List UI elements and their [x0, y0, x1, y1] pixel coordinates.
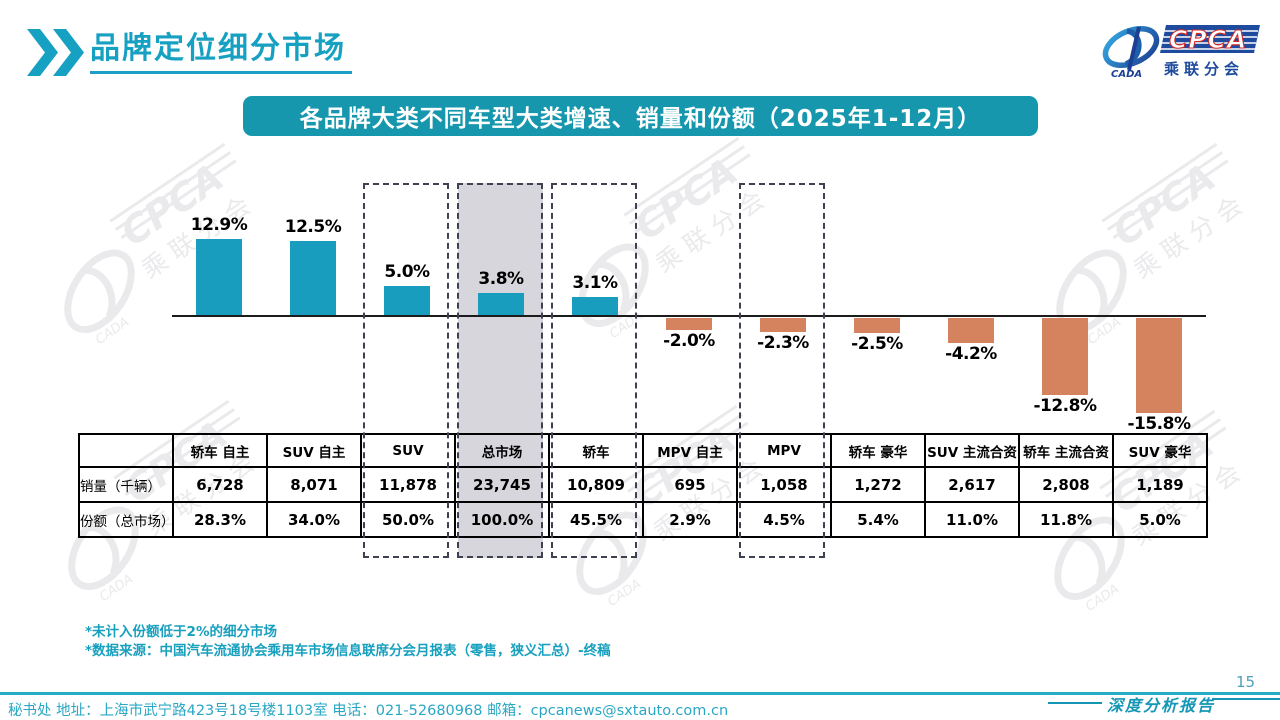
- page-number: 15: [1236, 673, 1256, 691]
- share-cell-轿车 豪华: 5.4%: [830, 501, 926, 538]
- share-cell-轿车 主流合资: 11.8%: [1018, 501, 1114, 538]
- bar-轿车: [572, 297, 618, 316]
- x-axis-line: [172, 315, 1206, 317]
- share-cell-MPV: 4.5%: [736, 501, 832, 538]
- svg-text:CPCA: CPCA: [1105, 155, 1223, 255]
- report-label-line-right: [1212, 698, 1280, 700]
- report-type-label: 深度分析报告: [1107, 696, 1216, 715]
- bar-MPV 自主: [666, 318, 712, 330]
- bar-SUV: [384, 286, 430, 316]
- sales-cell-MPV 自主: 695: [642, 466, 738, 503]
- column-header-轿车 主流合资: 轿车 主流合资: [1018, 433, 1114, 468]
- svg-text:CADA: CADA: [1085, 315, 1124, 348]
- footnote-1: *未计入份额低于2%的细分市场: [85, 624, 277, 640]
- table-corner-cell: [78, 433, 174, 468]
- chart-title-banner: 各品牌大类不同车型大类增速、销量和份额（2025年1-12月）: [243, 96, 1038, 136]
- bar-SUV 自主: [290, 241, 336, 316]
- sales-cell-轿车: 10,809: [548, 466, 644, 503]
- bar-总市场: [478, 293, 524, 316]
- table-share-row: 份额（总市场） 28.3% 34.0% 50.0% 100.0% 45.5% 2.9% 4.5…: [78, 501, 1208, 538]
- bar-value-label: 12.5%: [284, 217, 342, 237]
- sales-cell-SUV: 11,878: [360, 466, 456, 503]
- share-cell-轿车: 45.5%: [548, 501, 644, 538]
- svg-text:乘联分会: 乘联分会: [650, 180, 776, 278]
- footer-contact: 秘书处 地址：上海市武宁路423号18号楼1103室 电话：021-526809…: [8, 703, 729, 719]
- bar-轿车 主流合资: [1042, 318, 1088, 395]
- column-header-SUV 豪华: SUV 豪华: [1112, 433, 1208, 468]
- column-header-MPV 自主: MPV 自主: [642, 433, 738, 468]
- sales-cell-轿车 自主: 6,728: [172, 466, 268, 503]
- sales-cell-轿车 主流合资: 2,808: [1018, 466, 1114, 503]
- svg-text:CPCA: CPCA: [627, 149, 745, 249]
- share-cell-SUV: 50.0%: [360, 501, 456, 538]
- share-cell-SUV 豪华: 5.0%: [1112, 501, 1208, 538]
- column-header-MPV: MPV: [736, 433, 832, 468]
- share-cell-SUV 主流合资: 11.0%: [924, 501, 1020, 538]
- report-label-line-left: [1048, 702, 1102, 704]
- bar-轿车 自主: [196, 239, 242, 316]
- svg-text:CADA: CADA: [93, 315, 132, 348]
- cpca-wordmark: CPCA 乘联分会: [1159, 24, 1260, 78]
- bar-value-label: 3.8%: [478, 269, 524, 289]
- column-header-轿车 豪华: 轿车 豪华: [830, 433, 926, 468]
- data-table: 轿车 自主 SUV 自主 SUV 总市场 轿车 MPV 自主 MPV 轿车 豪华 SUV 主流合…: [78, 433, 1208, 538]
- sales-cell-SUV 自主: 8,071: [266, 466, 362, 503]
- bar-value-label: -2.0%: [663, 331, 715, 351]
- footnote-2: *数据来源：中国汽车流通协会乘用车市场信息联席分会月报表（零售，狭义汇总）-终稿: [85, 643, 611, 659]
- cada-label: CADA: [1111, 69, 1142, 80]
- column-header-SUV 主流合资: SUV 主流合资: [924, 433, 1020, 468]
- table-sales-row: 销量（千辆） 6,728 8,071 11,878 23,745 10,809 695 1,0…: [78, 466, 1208, 503]
- column-header-总市场: 总市场: [454, 433, 550, 468]
- cpca-logo: CADA CPCA 乘联分会: [1098, 18, 1262, 82]
- row-header-share: 份额（总市场）: [78, 501, 174, 538]
- column-header-轿车 自主: 轿车 自主: [172, 433, 268, 468]
- svg-text:CADA: CADA: [1083, 582, 1122, 615]
- bar-MPV: [760, 318, 806, 332]
- table-header-row: 轿车 自主 SUV 自主 SUV 总市场 轿车 MPV 自主 MPV 轿车 豪华 SUV 主流合…: [78, 433, 1208, 468]
- bar-value-label: 5.0%: [384, 262, 430, 282]
- svg-text:乘联分会: 乘联分会: [1128, 186, 1254, 284]
- share-cell-轿车 自主: 28.3%: [172, 501, 268, 538]
- bar-value-label: -12.8%: [1033, 396, 1097, 416]
- footer-divider: [0, 692, 1280, 695]
- bar-轿车 豪华: [854, 318, 900, 333]
- sales-cell-轿车 豪华: 1,272: [830, 466, 926, 503]
- sales-cell-SUV 主流合资: 2,617: [924, 466, 1020, 503]
- bar-value-label: -2.5%: [851, 334, 903, 354]
- bar-value-label: -4.2%: [945, 344, 997, 364]
- cpca-label: CPCA: [1169, 25, 1247, 54]
- svg-text:CADA: CADA: [97, 572, 136, 605]
- row-header-sales: 销量（千辆）: [78, 466, 174, 503]
- share-cell-MPV 自主: 2.9%: [642, 501, 738, 538]
- bar-value-label: 3.1%: [572, 273, 618, 293]
- sales-cell-总市场: 23,745: [454, 466, 550, 503]
- bar-SUV 主流合资: [948, 318, 994, 343]
- cada-emblem-icon: CADA: [1102, 25, 1160, 80]
- sales-cell-MPV: 1,058: [736, 466, 832, 503]
- bar-value-label: -15.8%: [1127, 414, 1191, 434]
- svg-text:CADA: CADA: [605, 577, 644, 610]
- bar-value-label: -2.3%: [757, 333, 809, 353]
- column-header-SUV 自主: SUV 自主: [266, 433, 362, 468]
- share-cell-SUV 自主: 34.0%: [266, 501, 362, 538]
- cpca-watermark: CPCA 乘联分会 CADA: [1, 100, 295, 375]
- share-cell-总市场: 100.0%: [454, 501, 550, 538]
- cpca-sub-label: 乘联分会: [1163, 60, 1244, 78]
- column-header-轿车: 轿车: [548, 433, 644, 468]
- bar-SUV 豪华: [1136, 318, 1182, 413]
- page-title: 品牌定位细分市场: [90, 23, 352, 74]
- sales-cell-SUV 豪华: 1,189: [1112, 466, 1208, 503]
- column-header-SUV: SUV: [360, 433, 456, 468]
